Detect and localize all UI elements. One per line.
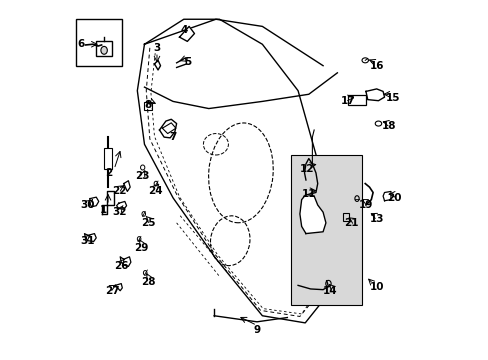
Text: 26: 26 bbox=[114, 261, 128, 271]
Text: 24: 24 bbox=[147, 186, 162, 196]
Bar bbox=[144, 103, 152, 111]
Bar bbox=[96, 41, 112, 56]
Text: 25: 25 bbox=[141, 218, 155, 228]
Text: 9: 9 bbox=[253, 325, 260, 335]
Bar bbox=[104, 148, 111, 169]
Text: 15: 15 bbox=[385, 93, 399, 103]
Bar bbox=[290, 155, 362, 305]
Text: 28: 28 bbox=[141, 277, 155, 287]
Text: 12: 12 bbox=[299, 164, 314, 174]
Text: 21: 21 bbox=[344, 218, 358, 228]
Text: 5: 5 bbox=[183, 57, 191, 67]
Polygon shape bbox=[299, 194, 325, 234]
Text: 20: 20 bbox=[386, 193, 401, 203]
Bar bbox=[76, 19, 122, 66]
Text: 22: 22 bbox=[112, 186, 126, 196]
Text: 1: 1 bbox=[100, 205, 107, 215]
Text: 6: 6 bbox=[77, 39, 84, 49]
Text: 32: 32 bbox=[112, 207, 126, 217]
Text: 2: 2 bbox=[105, 168, 112, 178]
Bar bbox=[342, 213, 348, 221]
Text: 11: 11 bbox=[301, 189, 315, 199]
Text: 18: 18 bbox=[381, 121, 396, 131]
Ellipse shape bbox=[101, 46, 107, 54]
Polygon shape bbox=[179, 26, 194, 41]
Text: 3: 3 bbox=[153, 43, 160, 53]
Text: 17: 17 bbox=[340, 96, 355, 107]
Text: 19: 19 bbox=[358, 200, 372, 210]
Text: 14: 14 bbox=[322, 286, 337, 296]
Text: 16: 16 bbox=[368, 61, 383, 71]
Text: 8: 8 bbox=[144, 100, 151, 110]
Text: 31: 31 bbox=[80, 236, 94, 246]
Polygon shape bbox=[365, 89, 384, 101]
Text: 10: 10 bbox=[368, 282, 383, 292]
Text: 7: 7 bbox=[169, 132, 176, 142]
Text: 23: 23 bbox=[135, 171, 150, 181]
Text: 29: 29 bbox=[133, 243, 148, 253]
Text: 30: 30 bbox=[80, 200, 94, 210]
Bar bbox=[347, 95, 365, 105]
Text: 13: 13 bbox=[368, 214, 383, 224]
Text: 27: 27 bbox=[105, 286, 120, 296]
Text: 4: 4 bbox=[180, 25, 187, 35]
